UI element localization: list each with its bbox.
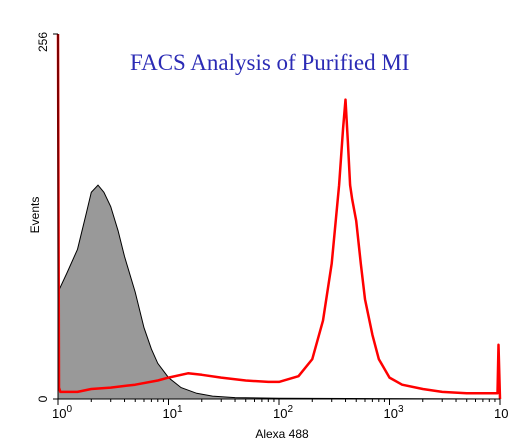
x-tick-label-0: 100	[52, 404, 72, 421]
x-tick-label-1: 101	[163, 404, 183, 421]
series-1-line	[56, 33, 502, 400]
series-0-area	[58, 185, 500, 399]
chart-title: FACS Analysis of Purified MI	[130, 50, 409, 75]
x-tick-label-2: 102	[273, 404, 293, 421]
y-axis-label: Events	[28, 197, 42, 234]
series-0-outline	[57, 184, 501, 400]
y-tick-label-1: 256	[36, 32, 50, 52]
x-axis-label: Alexa 488	[255, 427, 309, 441]
x-tick-label-3: 103	[384, 404, 404, 421]
y-tick-label-0: 0	[36, 395, 50, 402]
series-layer	[56, 33, 502, 400]
x-tick-label-4: 10	[494, 406, 508, 421]
